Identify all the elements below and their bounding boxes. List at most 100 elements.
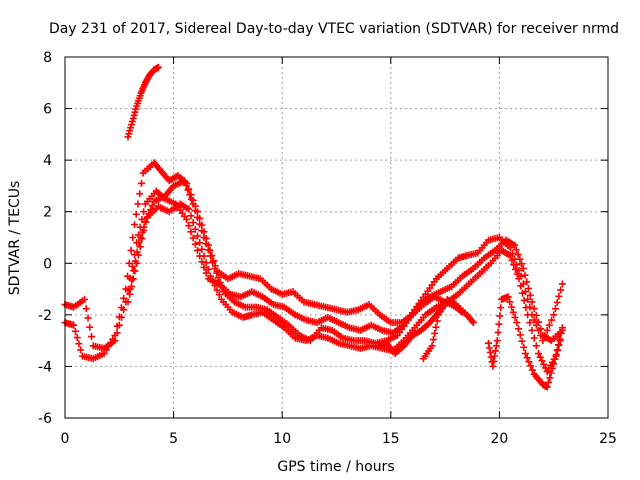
data-point: [527, 362, 535, 370]
data-point: [555, 292, 563, 300]
data-point: [70, 321, 78, 329]
data-point: [552, 351, 560, 359]
data-point: [137, 234, 145, 241]
data-point: [530, 334, 538, 342]
data-point: [127, 246, 135, 254]
data-point: [214, 274, 222, 282]
data-point: [185, 205, 193, 213]
data-point: [429, 336, 437, 344]
data-point: [496, 312, 504, 320]
data-point: [517, 282, 525, 290]
data-point: [530, 305, 538, 313]
x-axis-title: GPS time / hours: [277, 459, 394, 475]
data-point: [191, 225, 199, 233]
data-point: [528, 366, 536, 374]
data-point: [213, 269, 221, 277]
data-point: [215, 291, 223, 299]
x-tick-label: 20: [490, 431, 508, 447]
data-point: [184, 186, 192, 194]
data-point: [469, 319, 477, 327]
data-point: [553, 298, 561, 306]
data-point: [81, 295, 89, 303]
data-point: [148, 202, 156, 210]
data-point: [551, 305, 559, 313]
data-point: [491, 347, 499, 355]
data-point: [132, 210, 140, 218]
data-point: [189, 234, 197, 242]
data-point: [111, 331, 119, 339]
data-point: [202, 259, 210, 267]
data-point: [534, 350, 542, 358]
data-point: [428, 342, 436, 350]
y-tick-label: -6: [38, 411, 52, 427]
data-point: [198, 227, 206, 235]
data-point: [547, 369, 555, 377]
data-point: [200, 234, 208, 241]
data-point: [550, 311, 558, 319]
data-point: [534, 318, 542, 326]
data-point: [489, 362, 497, 370]
data-point: [193, 246, 201, 254]
data-point: [548, 316, 556, 324]
data-point: [513, 319, 521, 327]
data-point: [207, 252, 215, 260]
y-tick-label: -4: [38, 359, 52, 375]
data-point: [73, 334, 81, 342]
data-point: [191, 240, 199, 248]
data-point: [543, 326, 551, 334]
data-point: [100, 350, 108, 358]
data-point: [82, 305, 90, 313]
data-point: [202, 269, 210, 277]
data-point: [187, 228, 195, 236]
data-point: [523, 278, 531, 286]
data-point: [136, 243, 144, 251]
data-point: [504, 293, 512, 301]
data-point: [513, 270, 521, 278]
data-point: [198, 258, 206, 266]
data-point: [136, 190, 144, 198]
data-point: [530, 316, 538, 324]
data-point: [508, 303, 516, 311]
x-tick-label: 25: [599, 431, 617, 447]
data-point: [218, 283, 226, 291]
data-point: [555, 341, 563, 349]
data-point: [180, 177, 188, 185]
data-point: [187, 195, 195, 203]
data-point: [514, 251, 522, 259]
data-point: [193, 232, 201, 240]
data-point: [506, 298, 514, 306]
data-point: [518, 289, 526, 297]
data-point: [211, 281, 219, 289]
data-point: [211, 264, 219, 272]
data-point: [142, 218, 150, 226]
data-point: [518, 260, 526, 268]
data-point: [523, 354, 531, 362]
data-point: [515, 325, 523, 333]
data-point: [124, 298, 132, 306]
data-point: [216, 278, 224, 286]
data-point: [124, 272, 132, 280]
x-tick-label: 10: [273, 431, 291, 447]
y-tick-label: 6: [43, 102, 52, 118]
data-point: [532, 342, 540, 350]
data-point: [550, 360, 558, 368]
y-tick-label: 8: [43, 50, 52, 66]
data-point: [515, 275, 523, 283]
data-point: [545, 321, 553, 329]
data-point: [495, 320, 503, 328]
series-track-6: [419, 295, 477, 363]
data-point: [189, 200, 197, 208]
data-point: [109, 335, 117, 343]
data-point: [432, 323, 440, 331]
data-point: [557, 286, 565, 294]
data-point: [125, 259, 133, 267]
x-tick-label: 0: [61, 431, 70, 447]
data-point: [202, 240, 210, 248]
data-point: [117, 304, 125, 312]
data-point: [522, 304, 530, 312]
y-axis: -6 -4 -2 0 2 4 6 8: [38, 50, 608, 427]
series-track-8: [374, 301, 449, 358]
data-point: [441, 301, 449, 309]
data-point: [519, 264, 527, 272]
data-point: [129, 275, 137, 283]
